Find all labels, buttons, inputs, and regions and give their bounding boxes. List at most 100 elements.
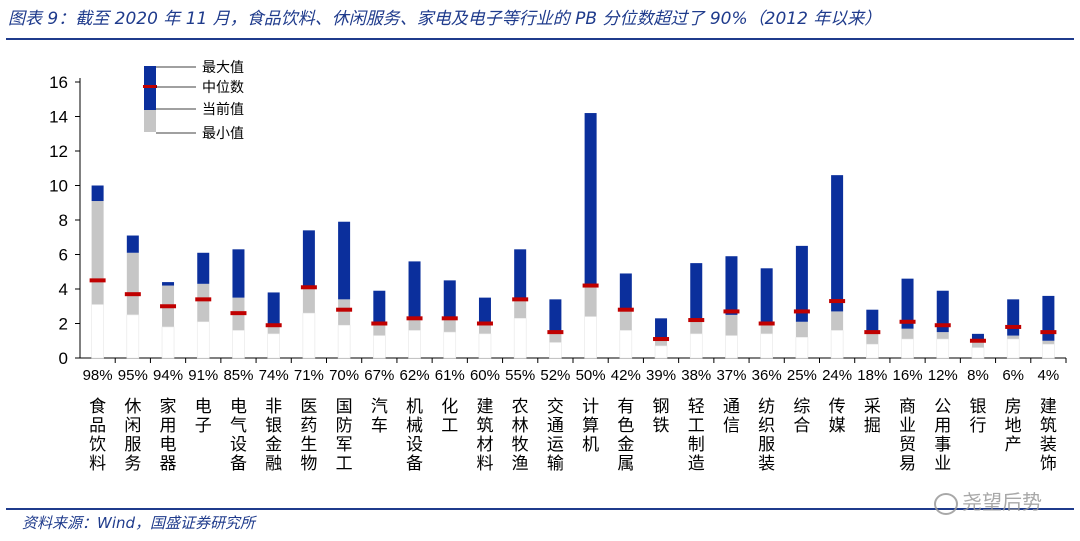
bar-upper-segment — [126, 235, 139, 253]
bar-lower-segment — [795, 321, 808, 338]
category-label-char: 业 — [934, 454, 951, 474]
y-tick-label: 4 — [59, 280, 68, 299]
category-label-char: 金 — [617, 435, 634, 455]
bar-lower-segment — [690, 320, 703, 334]
median-marker — [265, 323, 282, 328]
category-label-char: 农 — [512, 397, 529, 417]
category-label-char: 子 — [195, 416, 212, 436]
category-label-char: 制 — [688, 435, 705, 455]
bar-upper-segment — [408, 261, 421, 319]
median-marker — [829, 299, 846, 304]
bar-lower-segment — [91, 201, 104, 305]
median-marker — [336, 307, 353, 312]
bar-lower-segment — [338, 299, 351, 326]
category-label-char: 银 — [265, 416, 282, 436]
bar-base-stub — [584, 316, 597, 359]
category-label-char: 医 — [300, 397, 317, 417]
category-label-char: 综 — [793, 397, 810, 417]
category-label-char: 渔 — [512, 454, 529, 474]
median-marker — [476, 321, 493, 326]
bar-upper-segment — [338, 221, 351, 300]
median-marker — [406, 316, 423, 321]
category-label-char: 产 — [1005, 435, 1022, 455]
percentile-label: 52% — [540, 367, 570, 384]
category-label-char: 银 — [969, 397, 986, 417]
bar-base-stub — [161, 326, 175, 359]
bar-upper-segment — [795, 245, 808, 322]
bar-base-stub — [267, 333, 280, 359]
category-label-char: 药 — [300, 416, 317, 436]
percentile-label: 36% — [752, 367, 782, 384]
category-label-char: 林 — [512, 416, 529, 436]
category-label-char: 料 — [476, 454, 493, 474]
percentile-label: 4% — [1038, 367, 1060, 384]
bar-upper-segment — [443, 280, 456, 319]
y-tick-label: 16 — [49, 73, 68, 92]
bar-upper-segment — [162, 282, 175, 286]
bar-upper-segment — [690, 263, 703, 321]
percentile-label: 95% — [118, 367, 148, 384]
category-label-char: 备 — [230, 454, 247, 474]
bar-upper-segment — [197, 252, 210, 284]
bar-upper-segment — [373, 290, 386, 322]
category-label-char: 车 — [371, 416, 388, 436]
median-marker — [617, 307, 634, 312]
category-label-char: 物 — [300, 454, 317, 474]
chart-title: 图表 9：截至 2020 年 11 月，食品饮料、休闲服务、家电及电子等行业的 … — [8, 9, 882, 29]
percentile-label: 60% — [470, 367, 500, 384]
category-label-char: 轻 — [688, 397, 705, 417]
category-label-char: 商 — [899, 397, 916, 417]
percentile-label: 61% — [435, 367, 465, 384]
category-label-char: 防 — [336, 416, 353, 436]
watermark: 尧望后势 — [934, 486, 1042, 515]
category-label-char: 通 — [547, 416, 564, 436]
percentile-label: 85% — [223, 367, 253, 384]
median-marker — [371, 321, 388, 326]
category-label-char: 务 — [124, 454, 141, 474]
bar-lower-segment — [443, 318, 456, 333]
category-label-char: 色 — [617, 416, 634, 436]
legend-lower-swatch — [144, 110, 156, 132]
bar-lower-segment — [760, 323, 773, 334]
bar-lower-segment — [1007, 335, 1020, 340]
bar-base-stub — [936, 338, 950, 359]
category-label-char: 交 — [547, 397, 564, 417]
bar-upper-segment — [584, 113, 597, 288]
category-label-char: 采 — [864, 397, 881, 417]
median-marker — [793, 309, 810, 314]
median-marker — [969, 338, 986, 343]
percentile-label: 62% — [400, 367, 430, 384]
category-label-char: 服 — [124, 435, 141, 455]
bar-base-stub — [901, 338, 914, 359]
category-label-char: 非 — [265, 397, 282, 417]
bar-base-stub — [302, 312, 316, 359]
median-marker — [653, 337, 670, 342]
category-label-char: 机 — [582, 435, 599, 455]
y-tick-label: 6 — [59, 246, 68, 265]
bar-lower-segment — [866, 333, 879, 345]
y-tick-label: 8 — [59, 211, 68, 230]
category-label-char: 电 — [195, 397, 212, 417]
median-marker — [195, 297, 212, 302]
median-marker — [688, 318, 705, 323]
bar-base-stub — [91, 304, 104, 359]
percentile-label: 74% — [259, 367, 289, 384]
category-label-char: 运 — [547, 435, 564, 455]
category-label-char: 融 — [265, 454, 282, 474]
percentile-label: 39% — [646, 367, 676, 384]
category-label-char: 国 — [336, 397, 353, 417]
percentile-label: 24% — [822, 367, 852, 384]
percentile-label: 42% — [611, 367, 641, 384]
category-label-char: 房 — [1005, 397, 1022, 417]
category-label-char: 装 — [758, 454, 775, 474]
percentile-label: 12% — [928, 367, 958, 384]
median-marker — [1005, 324, 1022, 329]
legend-label: 当前值 — [202, 101, 244, 118]
category-label-char: 设 — [230, 435, 247, 455]
median-marker — [582, 283, 599, 288]
category-label-char: 传 — [829, 397, 846, 417]
bar-base-stub — [619, 330, 633, 359]
footer-divider — [6, 508, 1074, 510]
bar-upper-segment — [1042, 295, 1055, 341]
